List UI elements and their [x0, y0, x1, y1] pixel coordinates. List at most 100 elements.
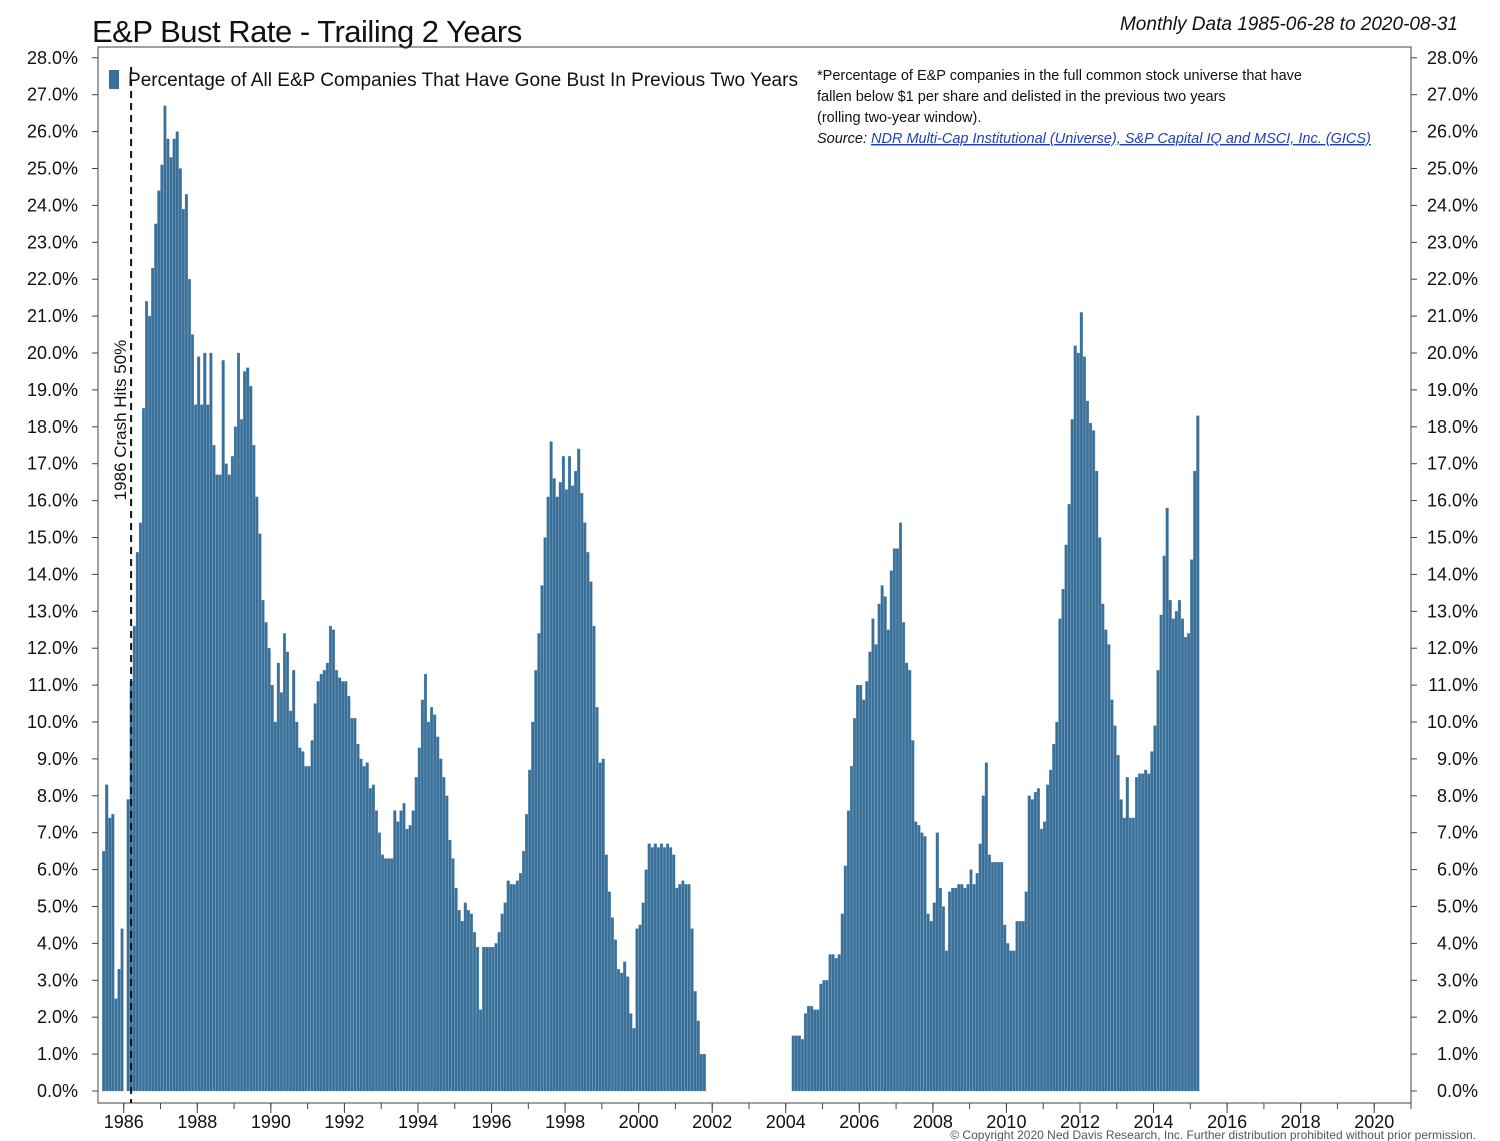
- bar: [138, 522, 142, 1092]
- bar: [583, 522, 587, 1092]
- bar: [659, 843, 663, 1092]
- x-tick-label: 2002: [692, 1112, 732, 1132]
- y-tick-label-left: 26.0%: [27, 122, 78, 142]
- y-tick-label-right: 27.0%: [1427, 85, 1478, 105]
- bar: [1089, 422, 1093, 1092]
- bar: [669, 847, 673, 1092]
- bar: [797, 1035, 801, 1092]
- bar: [966, 884, 970, 1092]
- bar: [102, 851, 106, 1092]
- bar: [368, 788, 372, 1092]
- bar: [840, 913, 844, 1092]
- bar: [675, 887, 679, 1092]
- bar: [607, 891, 611, 1092]
- bar: [163, 105, 167, 1092]
- bar: [1174, 611, 1178, 1092]
- bar: [304, 766, 308, 1092]
- bar: [1085, 400, 1089, 1092]
- bar: [1138, 773, 1142, 1092]
- bar: [356, 743, 360, 1092]
- bar: [571, 485, 575, 1092]
- y-tick-label-left: 5.0%: [37, 897, 78, 917]
- bar: [1079, 312, 1083, 1092]
- y-tick-label-right: 13.0%: [1427, 601, 1478, 621]
- bar: [114, 998, 118, 1092]
- bar: [427, 721, 431, 1092]
- y-tick-label-left: 22.0%: [27, 269, 78, 289]
- bar: [276, 662, 280, 1092]
- bar: [417, 747, 421, 1092]
- bar: [1147, 773, 1151, 1092]
- bar: [1180, 618, 1184, 1092]
- bar: [132, 625, 136, 1092]
- bar: [1067, 504, 1071, 1092]
- bar: [620, 972, 624, 1092]
- bar: [151, 267, 155, 1092]
- bar: [552, 478, 556, 1092]
- bar: [1082, 356, 1086, 1092]
- bar: [871, 618, 875, 1092]
- bar: [209, 352, 213, 1092]
- bar: [194, 404, 198, 1092]
- chart-title: E&P Bust Rate - Trailing 2 Years: [92, 14, 522, 49]
- bar: [1046, 784, 1050, 1092]
- bar: [206, 404, 210, 1092]
- x-tick-label: 2008: [913, 1112, 953, 1132]
- bar: [405, 828, 409, 1092]
- x-tick-label: 2006: [839, 1112, 879, 1132]
- bar: [1021, 921, 1025, 1092]
- bar: [534, 670, 538, 1092]
- bar: [595, 707, 599, 1092]
- bar: [1128, 817, 1132, 1092]
- bar: [1033, 791, 1037, 1092]
- x-ticks-group: 1986 1988 1990 1992 1994 1996 1998 2000 2002 2004…: [104, 1103, 1412, 1132]
- y-tick-label-right: 22.0%: [1427, 269, 1478, 289]
- bar: [1196, 415, 1200, 1092]
- note-source-link[interactable]: NDR Multi-Cap Institutional (Universe), …: [871, 131, 1371, 147]
- bar: [997, 862, 1001, 1092]
- bar: [926, 913, 930, 1092]
- bar: [1125, 777, 1129, 1092]
- bar: [1150, 751, 1154, 1092]
- bar: [451, 858, 455, 1092]
- bar: [491, 946, 495, 1092]
- bar: [396, 821, 400, 1092]
- bar: [647, 843, 651, 1092]
- bar: [212, 445, 216, 1092]
- bar: [387, 858, 391, 1092]
- x-tick-label: 1986: [104, 1112, 144, 1132]
- bar: [807, 1005, 811, 1092]
- bar: [224, 463, 228, 1092]
- bar: [169, 157, 173, 1092]
- bar: [960, 884, 964, 1092]
- bar: [148, 315, 152, 1092]
- y-tick-label-right: 11.0%: [1428, 675, 1478, 695]
- y-tick-label-right: 3.0%: [1437, 970, 1478, 990]
- bar: [307, 766, 311, 1092]
- bar: [1000, 862, 1004, 1092]
- bar: [1184, 636, 1188, 1092]
- bar: [935, 832, 939, 1092]
- bar: [972, 884, 976, 1092]
- x-tick-label: 1988: [177, 1112, 217, 1132]
- bar: [690, 928, 694, 1092]
- bar: [577, 448, 581, 1092]
- bar: [984, 762, 988, 1092]
- bar: [512, 884, 516, 1092]
- bar: [503, 902, 507, 1092]
- bar: [233, 426, 237, 1092]
- y-tick-label-left: 17.0%: [27, 454, 78, 474]
- bar: [347, 696, 351, 1092]
- bar: [794, 1035, 798, 1092]
- bar: [469, 913, 473, 1092]
- bar: [365, 762, 369, 1092]
- bar: [656, 847, 660, 1092]
- bar: [920, 832, 924, 1092]
- y-tick-label-right: 5.0%: [1437, 897, 1478, 917]
- x-tick-label: 1992: [324, 1112, 364, 1132]
- bar: [420, 699, 424, 1092]
- bar: [350, 718, 354, 1092]
- bar: [816, 1009, 820, 1092]
- bar: [1193, 470, 1197, 1092]
